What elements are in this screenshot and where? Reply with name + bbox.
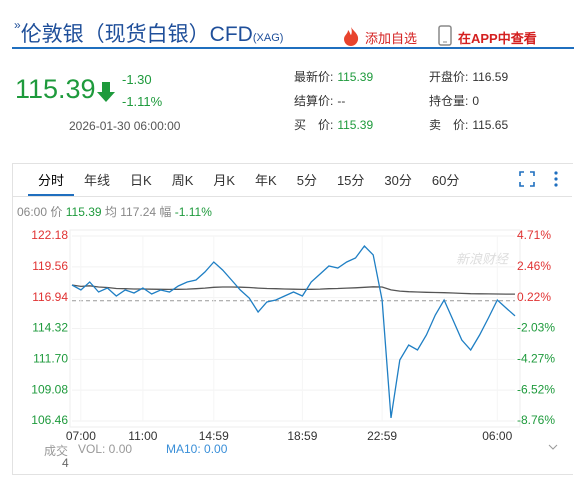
stat-label: 持仓量: [429,94,469,108]
change: -1.30 [122,72,152,87]
stat-value: -- [337,94,346,108]
tab[interactable]: 年线 [84,173,111,188]
info-label: 均 [104,205,117,219]
info-pct: -1.11% [174,205,212,219]
y-tick-label: 111.70 [33,352,68,366]
x-tick-label: 18:59 [287,429,317,443]
vol: VOL: 0.00 [78,442,133,456]
tab[interactable]: 年K [255,173,277,188]
change-pct: -1.11% [122,94,163,109]
watermark: 新浪财经 [456,251,510,266]
tab[interactable]: 分时 [28,168,75,196]
tab[interactable]: 30分 [384,173,412,188]
y2-tick-label: 4.71% [517,228,551,242]
fire-icon [344,27,359,46]
stat: 卖 价: 115.65 [429,116,508,133]
y-tick-label: 114.32 [32,321,68,335]
x-tick-label: 22:59 [367,429,397,443]
stat-label: 结算价: [294,94,334,108]
stat-value: 116.59 [472,70,509,84]
x-tick-label: 14:59 [199,429,229,443]
price-line [71,284,515,295]
stat-label: 买 价: [294,118,334,132]
last-price: 115.39 [15,74,96,104]
stat: 结算价: -- [294,92,345,109]
stat-value: 115.39 [337,118,374,132]
tab[interactable]: 5分 [296,173,317,188]
tab[interactable]: 15分 [336,173,365,188]
info-label: 幅 [159,205,172,219]
stat-value: 115.39 [337,70,374,84]
tabs: 分时 年线 日K 周K 月K 年K 5分 15分 30分 60分 [28,168,469,196]
x-tick-label: 11:00 [128,429,157,443]
info-time: 06:00 [17,205,48,219]
stat: 最新价: 115.39 [294,68,373,85]
stat: 开盘价: 116.59 [429,68,508,85]
y2-tick-label: -8.76% [517,413,555,427]
y-tick-label: 109.08 [31,382,68,396]
x-tick-label: 07:00 [66,429,96,443]
plot-frame [69,229,521,428]
stat: 买 价: 115.39 [294,116,373,133]
stat-value: 115.65 [472,118,509,132]
y2-tick-label: -4.27% [517,352,555,366]
tool-icons [519,171,558,187]
header-rule [12,47,574,49]
y-tick-label: 106.46 [31,413,68,427]
y-tick-label: 119.56 [32,259,68,273]
down-arrow [97,82,115,102]
price-line [71,245,516,418]
tab[interactable]: 日K [130,173,152,188]
info-line: 06:00 价 115.39 均 117.24 幅 -1.11% [17,203,212,220]
title-row: »伦敦银（现货白银）CFD(XAG) [14,18,283,48]
ma10: MA10: 0.00 [166,442,228,456]
y-tick-label: 122.18 [31,228,68,242]
phone-icon [438,25,452,46]
stat-value: 0 [472,94,480,108]
stat-label: 开盘价: [429,70,469,84]
quote-time: 2026-01-30 06:00:00 [69,119,181,133]
info-avg: 117.24 [120,205,157,219]
tab[interactable]: 60分 [431,173,460,188]
tab-rule [12,196,572,197]
code: (XAG) [252,32,284,44]
info-label: 价 [50,205,63,219]
y2-tick-label: 0.22% [517,290,551,304]
stat-label: 卖 价: [429,118,469,132]
y2-tick-label: -6.52% [517,382,555,396]
title-arrow: » [14,18,21,32]
y-tick-label: 116.94 [32,290,68,304]
vol-unit: 4 [62,456,69,470]
open-app[interactable]: 在APP中查看 [458,31,537,46]
chart-panel [12,163,573,475]
add-favorite[interactable]: 添加自选 [365,31,418,46]
info-price: 115.39 [65,205,102,219]
tab[interactable]: 周K [171,173,194,188]
tab[interactable]: 月K [213,173,236,188]
stat: 持仓量: 0 [429,92,479,109]
vol-label: 成交 [44,444,69,458]
x-tick-label: 06:00 [482,429,512,443]
scroll-arrow [548,444,558,450]
y2-tick-label: -2.03% [517,321,555,335]
y2-tick-label: 2.46% [517,259,551,273]
stat-label: 最新价: [294,70,334,84]
title: 伦敦银（现货白银）CFD [20,23,253,46]
